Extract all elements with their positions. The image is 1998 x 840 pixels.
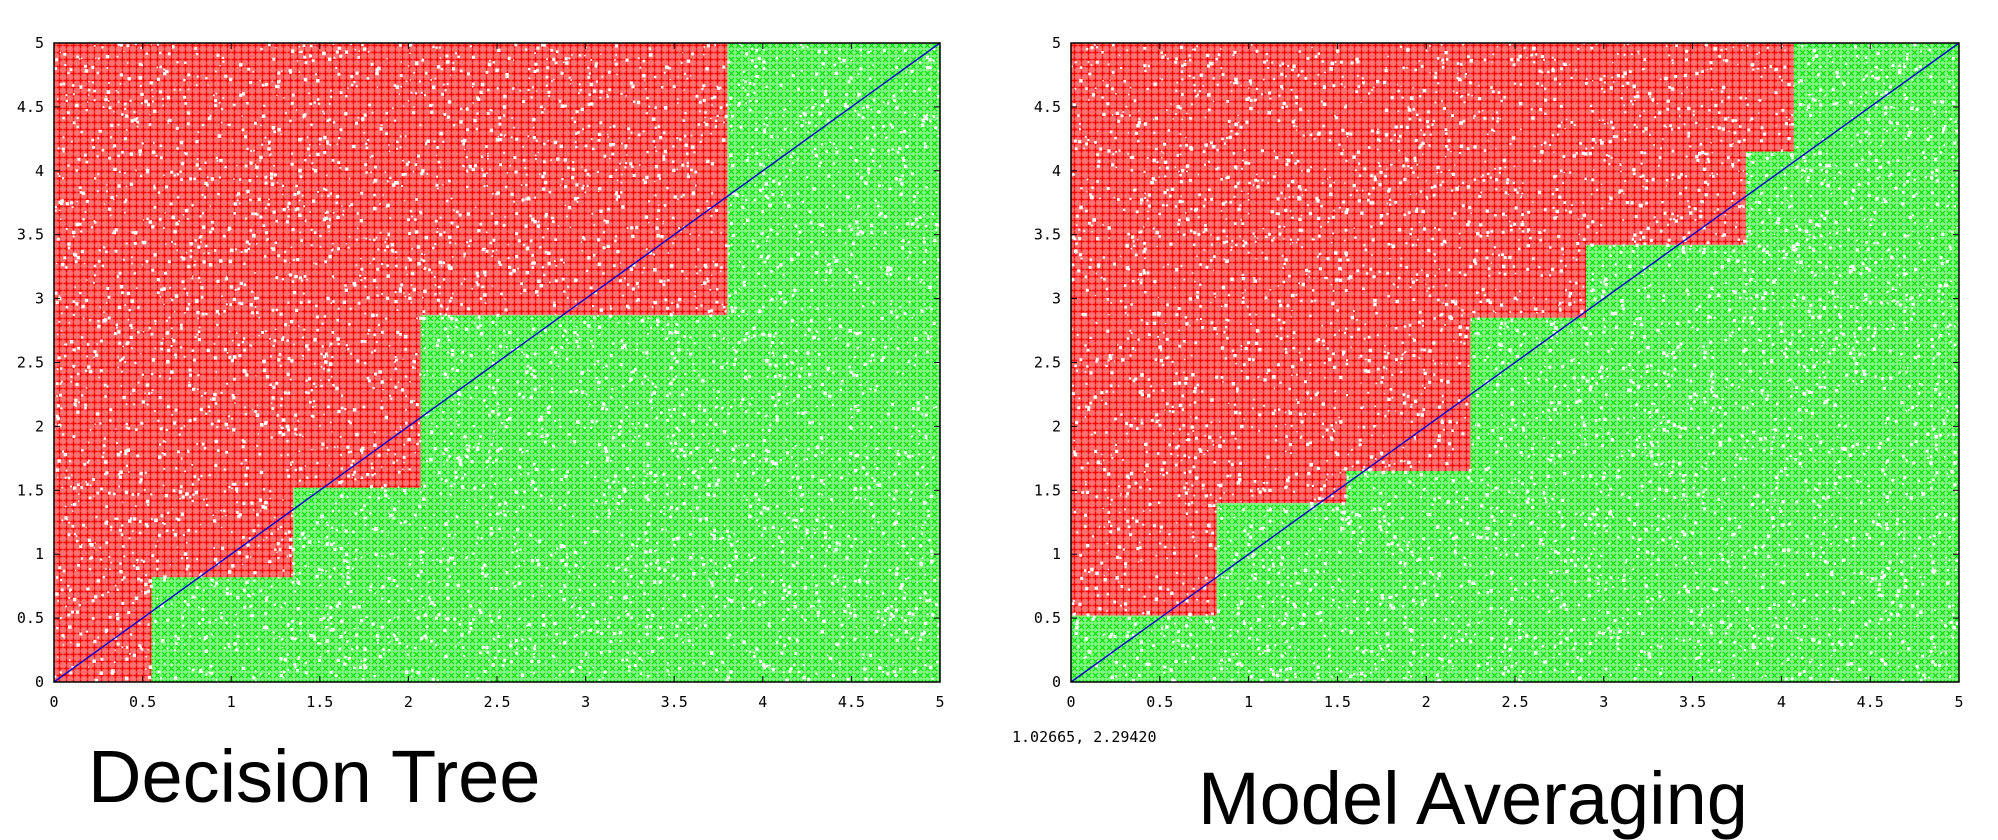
model-averaging-ytick-label: 1.5 [1034,481,1061,499]
model-averaging-ytick-label: 5 [1052,34,1061,52]
decision-tree-xtick-label: 3 [581,693,590,711]
decision-tree-xtick-label: 2.5 [483,693,510,711]
model-averaging-ytick-label: 2.5 [1034,354,1061,372]
model-averaging-region-red-3 [1470,43,1587,318]
model-averaging-ytick-label: 0.5 [1034,609,1061,627]
model-averaging-xtick-label: 0 [1066,693,1075,711]
model-averaging-xtick-label: 5 [1954,693,1963,711]
model-averaging-ytick-label: 0 [1052,673,1061,691]
decision-tree-ytick-label: 4 [35,162,44,180]
model-averaging-diagonal-line [1070,42,1960,683]
model-averaging-region-green-11 [1745,151,1794,682]
model-averaging-xtick-label: 1 [1244,693,1253,711]
model-averaging-xtick-label: 0.5 [1146,693,1173,711]
decision-tree-ytick-label: 2.5 [17,354,44,372]
decision-tree-xtick-label: 0.5 [129,693,156,711]
decision-tree-xtick-label: 1 [227,693,236,711]
decision-tree-xtick-label: 0 [49,693,58,711]
model-averaging-region-green-7 [1216,503,1347,682]
decision-tree-caption: Decision Tree [88,735,541,818]
model-averaging-xtick-label: 2 [1422,693,1431,711]
decision-tree-chart: 0 0.5 1 1.5 2 2.5 3 3.5 4 4.5 5 0 0.5 1 1.5 2 2.5 3 3.5 4 4.… [17,34,945,711]
model-averaging-caption: Model Averaging [1198,757,1748,840]
decision-tree-ytick-label: 0.5 [17,609,44,627]
model-averaging-region-red-2 [1346,43,1471,472]
decision-tree-xtick-label: 5 [935,693,944,711]
coordinate-readout: 1.02665, 2.29420 [1012,728,1157,746]
model-averaging-ytick-label: 2 [1052,417,1061,435]
model-averaging-xtick-label: 3.5 [1679,693,1706,711]
decision-tree-ytick-label: 1.5 [17,481,44,499]
decision-tree-ytick-label: 4.5 [17,98,44,116]
decision-tree-ytick-label: 5 [35,34,44,52]
model-averaging-xtick-label: 4.5 [1857,693,1884,711]
model-averaging-ytick-label: 4.5 [1034,98,1061,116]
decision-tree-ytick-label: 3.5 [17,226,44,244]
model-averaging-chart: 0 0.5 1 1.5 2 2.5 3 3.5 4 4.5 5 0 0.5 1 1.5 2 2.5 3 3.5 4 4.… [1034,34,1964,711]
model-averaging-ytick-label: 4 [1052,162,1061,180]
model-averaging-region-green-6 [1071,615,1217,682]
model-averaging-xtick-label: 2.5 [1501,693,1528,711]
model-averaging-ytick-label: 3.5 [1034,226,1061,244]
decision-tree-xtick-label: 1.5 [306,693,333,711]
model-averaging-xtick-label: 4 [1777,693,1786,711]
decision-tree-region-green-6 [420,315,728,682]
decision-tree-xtick-label: 2 [404,693,413,711]
model-averaging-region-red-1 [1216,43,1347,504]
decision-tree-region-red-1 [151,43,294,578]
decision-tree-xtick-label: 3.5 [661,693,688,711]
decision-tree-xtick-label: 4.5 [838,693,865,711]
model-averaging-region-green-8 [1346,471,1471,682]
decision-tree-ytick-label: 2 [35,417,44,435]
model-averaging-xtick-label: 3 [1599,693,1608,711]
decision-tree-xtick-label: 4 [758,693,767,711]
model-averaging-region-green-10 [1586,244,1746,682]
decision-tree-region-green-4 [151,577,294,682]
model-averaging-ytick-label: 3 [1052,290,1061,308]
decision-tree-ytick-label: 1 [35,545,44,563]
decision-tree-region-green-5 [293,487,421,682]
decision-tree-diagonal-line [53,42,941,683]
decision-tree-ytick-label: 0 [35,673,44,691]
model-averaging-xtick-label: 1.5 [1324,693,1351,711]
model-averaging-region-green-12 [1793,43,1959,682]
model-averaging-region-red-0 [1071,43,1217,616]
decision-tree-ytick-label: 3 [35,290,44,308]
model-averaging-ytick-label: 1 [1052,545,1061,563]
model-averaging-region-red-5 [1745,43,1794,152]
